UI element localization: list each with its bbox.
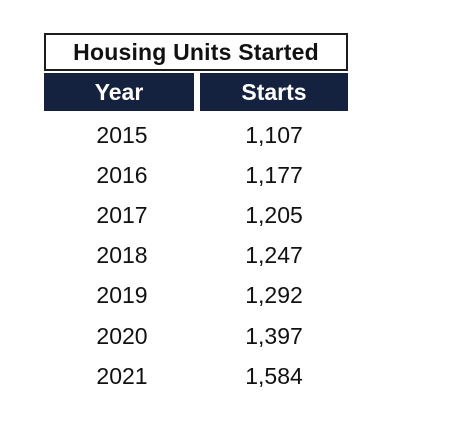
starts-cell: 1,205: [245, 201, 303, 228]
starts-cell: 1,247: [245, 242, 303, 269]
table-row: 2017 1,205: [44, 195, 348, 235]
year-cell: 2020: [96, 322, 148, 349]
starts-cell: 1,292: [245, 282, 303, 309]
table-row: 2020 1,397: [44, 316, 348, 356]
column-header-year: Year: [44, 73, 194, 111]
starts-cell: 1,177: [245, 161, 303, 188]
table-row: 2019 1,292: [44, 276, 348, 316]
starts-cell: 1,107: [245, 121, 303, 148]
table-title: Housing Units Started: [44, 33, 348, 71]
table-row: 2015 1,107: [44, 115, 348, 155]
year-cell: 2018: [96, 242, 148, 269]
year-cell: 2019: [96, 282, 148, 309]
starts-cell: 1,397: [245, 322, 303, 349]
table-row: 2021 1,584: [44, 356, 348, 396]
table-row: 2016 1,177: [44, 155, 348, 195]
table-row: 2018 1,247: [44, 236, 348, 276]
table-body: 2015 1,107 2016 1,177 2017 1,205 2018 1,…: [44, 115, 348, 396]
starts-cell: 1,584: [245, 362, 303, 389]
column-header-starts: Starts: [200, 73, 348, 111]
year-cell: 2016: [96, 161, 148, 188]
year-cell: 2021: [96, 362, 148, 389]
year-cell: 2017: [96, 201, 148, 228]
year-cell: 2015: [96, 121, 148, 148]
